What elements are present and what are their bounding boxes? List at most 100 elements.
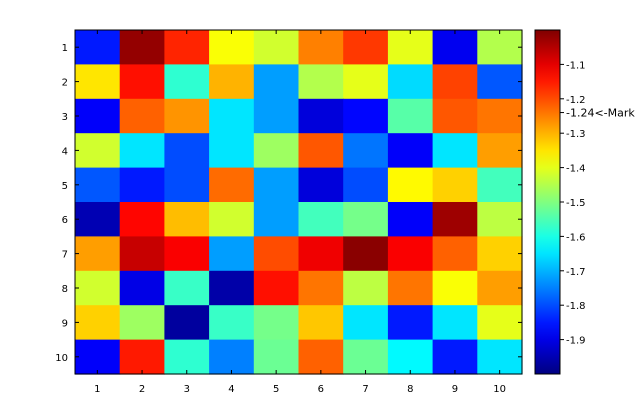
heatmap-cell [75,202,121,237]
heatmap-cell [477,167,523,203]
x-tick-label: 1 [94,384,100,395]
y-tick-label: 5 [62,181,68,192]
heatmap-cell [298,339,344,375]
heatmap-cell [477,305,523,341]
colorbar-tick-label: -1.4 [566,164,586,175]
heatmap-cell [432,30,478,65]
x-tick-label: 8 [407,384,413,395]
heatmap-cell [209,167,255,203]
colorbar-tick-label: -1.8 [566,301,586,312]
heatmap-cell [119,305,165,341]
y-tick-label: 9 [62,318,68,329]
heatmap-cell [477,202,523,237]
heatmap-cell [298,167,344,203]
y-tick-label: 7 [62,250,68,261]
y-tick-label: 10 [55,353,68,364]
heatmap-cell [253,98,300,134]
heatmap-cell [432,202,478,237]
heatmap-cell [387,339,434,375]
heatmap-cell [298,64,344,100]
heatmap-cell [75,98,121,134]
x-tick-label: 5 [273,384,279,395]
y-tick-label: 8 [62,284,68,295]
heatmap-cell [343,305,389,341]
y-tick-label: 4 [62,146,68,157]
heatmap-cell [477,339,523,375]
heatmap-cell [164,305,210,341]
heatmap-cell [477,236,523,272]
heatmap-cell [209,202,255,237]
heatmap-cell [432,339,478,375]
heatmap-cell [432,236,478,272]
colorbar-tick-label: -1.1 [566,60,586,71]
heatmap-cell [119,270,165,306]
heatmap-cell [164,202,210,237]
x-tick-label: 3 [184,384,190,395]
colorbar-ticks: -1.9 -1.8 -1.7 -1.6 -1.5 -1.4 -1.3 -1.2 -1.1 [560,60,586,347]
x-tick-label: 4 [228,384,234,395]
heatmap-cell [432,133,478,169]
heatmap-cell [253,133,300,169]
heatmap-cell [75,339,121,375]
heatmap-cell [343,339,389,375]
heatmap-cell [432,98,478,134]
heatmap-cell [75,305,121,341]
heatmap-cell [119,133,165,169]
y-tick-label: 1 [62,43,68,54]
heatmap-cell [75,133,121,169]
heatmap-cell [164,167,210,203]
heatmap-cell [253,30,300,65]
heatmap-cell [209,98,255,134]
heatmap-cell [253,64,300,100]
heatmap-cell [343,133,389,169]
heatmap-cell [209,236,255,272]
heatmap-cell [164,270,210,306]
heatmap-cell [432,305,478,341]
heatmap-cell [75,270,121,306]
heatmap-cell [164,339,210,375]
heatmap-cell [387,133,434,169]
heatmap-cell [253,202,300,237]
heatmap-cell [164,64,210,100]
heatmap-cell [253,236,300,272]
heatmap-cell [343,236,389,272]
x-tick-label: 9 [452,384,458,395]
heatmap-cell [387,305,434,341]
heatmap-cell [387,270,434,306]
heatmap-cell [209,270,255,306]
heatmap-cell [164,236,210,272]
heatmap-cell [432,167,478,203]
colorbar-tick-label: -1.3 [566,129,586,140]
heatmap-cell [343,270,389,306]
colorbar-mark-label: -1.24<-Mark [566,107,635,120]
heatmap-cell [164,98,210,134]
heatmap-cell [343,30,389,65]
heatmap-cell [119,236,165,272]
heatmap-cell [119,98,165,134]
colorbar-tick-label: -1.9 [566,336,586,347]
heatmap-cell [253,339,300,375]
heatmap-cell [477,133,523,169]
x-tick-label: 6 [318,384,324,395]
heatmap-cell [432,270,478,306]
y-axis: 1 2 3 4 5 6 7 8 9 10 [55,43,522,364]
heatmap-cells [75,30,523,375]
heatmap-cell [343,64,389,100]
heatmap-cell [298,270,344,306]
heatmap-cell [298,133,344,169]
heatmap-cell [75,167,121,203]
heatmap-cell [75,236,121,272]
x-axis: 1 2 3 4 5 6 7 8 9 10 [94,30,506,395]
y-tick-label: 2 [62,78,68,89]
colorbar-tick-label: -1.5 [566,198,586,209]
x-tick-label: 2 [139,384,145,395]
heatmap-cell [432,64,478,100]
heatmap-cell [298,202,344,237]
heatmap-cell [343,167,389,203]
heatmap-cell [387,98,434,134]
heatmap-cell [477,98,523,134]
plot-frame [74,29,523,375]
heatmap-cell [75,30,121,65]
heatmap-cell [387,167,434,203]
